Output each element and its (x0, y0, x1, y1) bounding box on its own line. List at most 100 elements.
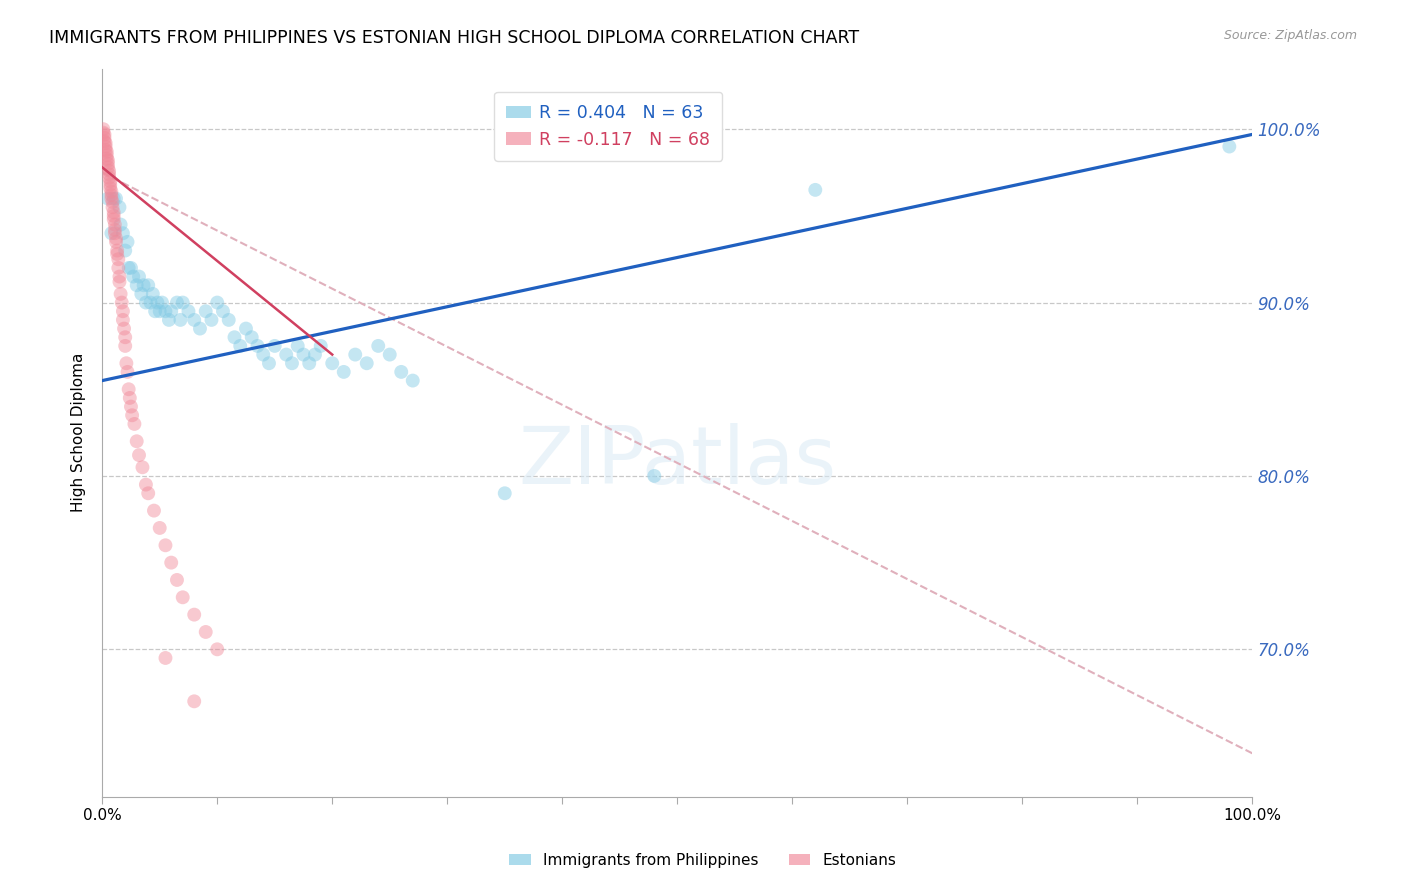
Point (98, 178, 121, 192)
Point (114, 339, 136, 353)
Legend: Immigrants from Philippines, Estonians: Immigrants from Philippines, Estonians (503, 847, 903, 873)
Point (125, 434, 148, 449)
Point (135, 477, 157, 491)
Point (143, 503, 166, 517)
Point (332, 365, 354, 379)
Point (98, 170, 121, 185)
Point (105, 247, 128, 261)
Point (98, 163, 121, 178)
Point (98, 174, 121, 188)
Point (110, 286, 132, 301)
Point (114, 244, 136, 258)
Point (122, 269, 145, 284)
Point (135, 295, 157, 310)
Point (104, 218, 127, 232)
Point (188, 321, 211, 335)
Point (205, 295, 228, 310)
Point (105, 244, 128, 258)
Point (94, 143, 117, 157)
Point (112, 321, 135, 335)
Point (110, 218, 132, 232)
Point (128, 269, 150, 284)
Point (155, 651, 177, 665)
Point (160, 556, 183, 570)
Point (108, 200, 131, 214)
Point (101, 194, 124, 209)
Point (105, 235, 128, 249)
Point (115, 356, 138, 370)
Point (118, 391, 141, 405)
Point (155, 538, 177, 552)
Text: Source: ZipAtlas.com: Source: ZipAtlas.com (1223, 29, 1357, 42)
Point (107, 252, 129, 267)
Point (804, 183, 827, 197)
Point (96, 152, 118, 166)
Point (212, 304, 235, 318)
Point (96, 148, 118, 162)
Point (103, 205, 125, 219)
Point (281, 356, 304, 370)
Point (378, 348, 401, 362)
Point (104, 226, 127, 240)
Point (104, 223, 127, 237)
Point (183, 313, 205, 327)
Point (117, 365, 139, 379)
Point (166, 295, 188, 310)
Point (97, 161, 120, 175)
Point (321, 356, 343, 370)
Y-axis label: High School Diploma: High School Diploma (72, 353, 86, 512)
Point (292, 348, 315, 362)
Point (287, 339, 309, 353)
Point (100, 185, 122, 199)
Point (111, 304, 134, 318)
Point (309, 339, 332, 353)
Point (367, 339, 389, 353)
Point (93, 131, 115, 145)
Point (166, 573, 188, 587)
Point (93, 128, 115, 142)
Point (98, 167, 121, 181)
Point (101, 200, 124, 214)
Point (150, 295, 173, 310)
Point (105, 192, 128, 206)
Point (100, 188, 122, 202)
Point (94, 139, 117, 153)
Point (96, 145, 118, 159)
Point (257, 356, 280, 370)
Point (132, 278, 155, 293)
Point (93, 122, 115, 136)
Point (98, 181, 121, 195)
Point (103, 209, 125, 223)
Point (298, 356, 321, 370)
Point (183, 607, 205, 622)
Point (105, 231, 128, 245)
Point (142, 286, 165, 301)
Point (125, 278, 148, 293)
Point (235, 321, 257, 335)
Point (246, 339, 269, 353)
Text: IMMIGRANTS FROM PHILIPPINES VS ESTONIAN HIGH SCHOOL DIPLOMA CORRELATION CHART: IMMIGRANTS FROM PHILIPPINES VS ESTONIAN … (49, 29, 859, 46)
Point (139, 295, 162, 310)
Point (263, 339, 285, 353)
Point (108, 275, 131, 289)
Point (494, 486, 516, 500)
Point (194, 304, 217, 318)
Point (177, 304, 200, 318)
Point (218, 313, 240, 327)
Point (149, 521, 172, 535)
Point (136, 278, 159, 293)
Point (131, 286, 153, 301)
Point (100, 192, 122, 206)
Point (200, 313, 222, 327)
Point (276, 348, 298, 362)
Point (229, 339, 252, 353)
Point (157, 313, 180, 327)
Point (111, 313, 134, 327)
Point (111, 295, 134, 310)
Point (643, 469, 665, 483)
Point (1218, 139, 1240, 153)
Point (120, 400, 142, 414)
Point (205, 642, 228, 657)
Point (97, 157, 120, 171)
Point (155, 304, 177, 318)
